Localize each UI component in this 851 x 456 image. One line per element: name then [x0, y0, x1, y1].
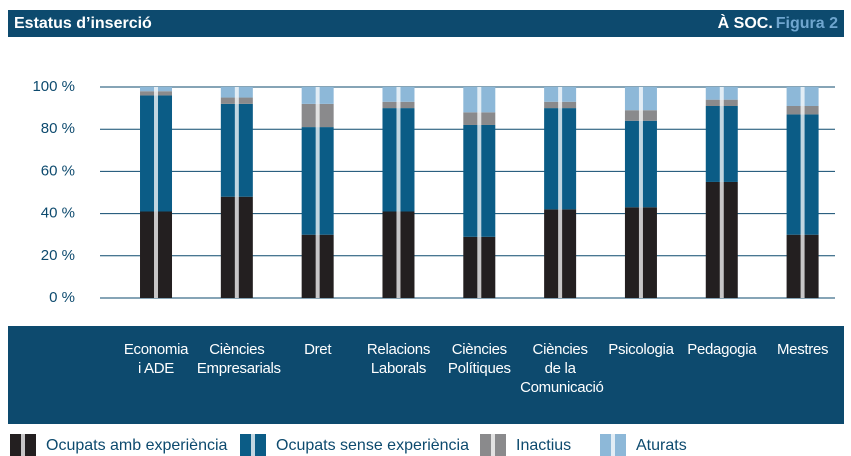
bar-highlight — [558, 87, 563, 298]
x-tick-label: Mestres — [776, 341, 829, 358]
legend-label: Ocupats sense experiència — [276, 437, 469, 454]
x-tick-label: Pedagogia — [687, 341, 757, 358]
legend-label: Inactius — [516, 437, 571, 454]
header-figure: Figura 2 — [776, 15, 838, 32]
x-tick-label: Dret — [304, 341, 332, 358]
header-right: À SOC. — [718, 13, 773, 32]
y-tick-label: 60 % — [41, 162, 75, 179]
legend-highlight — [251, 434, 255, 456]
x-tick-label: Economia i ADE — [123, 341, 189, 377]
header-bar — [8, 10, 844, 37]
bar-highlight — [638, 87, 643, 298]
legend-label: Aturats — [636, 437, 687, 454]
legend-highlight — [611, 434, 615, 456]
y-tick-label: 20 % — [41, 247, 75, 264]
y-tick-label: 80 % — [41, 120, 75, 137]
bar-highlight — [154, 87, 159, 298]
x-tick-label: Ciències Empresarials — [196, 341, 281, 377]
bar-highlight — [719, 87, 724, 298]
x-tick-label: Ciències Polítiques — [447, 341, 511, 377]
legend-highlight — [491, 434, 495, 456]
x-tick-label: Ciències de la Comunicació — [520, 341, 604, 396]
chart-title: Estatus d’inserció — [14, 15, 152, 32]
y-tick-label: 0 % — [49, 289, 75, 306]
y-tick-label: 100 % — [32, 78, 75, 95]
bar-highlight — [800, 87, 805, 298]
x-tick-label: Psicologia — [608, 341, 674, 358]
bar-highlight — [234, 87, 239, 298]
y-tick-label: 40 % — [41, 205, 75, 222]
legend-label: Ocupats amb experiència — [46, 437, 228, 454]
bar-highlight — [396, 87, 401, 298]
header-tag: À SOC. Figura 2 — [718, 13, 838, 32]
bar-highlight — [477, 87, 482, 298]
bar-highlight — [315, 87, 320, 298]
category-band — [8, 326, 844, 424]
x-tick-label: Relacions Laborals — [366, 341, 431, 377]
legend-highlight — [21, 434, 25, 456]
